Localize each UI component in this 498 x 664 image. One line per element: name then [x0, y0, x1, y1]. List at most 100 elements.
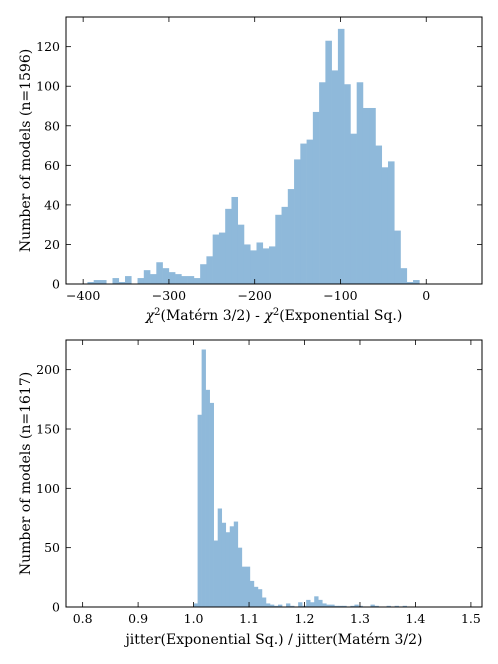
histogram-bar [387, 161, 395, 284]
histogram-bar [275, 214, 282, 284]
histogram-bar [206, 256, 213, 284]
histogram-bar [294, 159, 301, 284]
y-tick-label: 120 [36, 39, 60, 54]
chi2-difference-histogram: −400 −300 −200 −100 0 0 20 40 60 80 100 120 χ2(Matér… [18, 16, 483, 325]
histogram-bar [319, 82, 326, 285]
x-tick-label: 1.1 [239, 611, 259, 626]
histogram-bar [326, 604, 331, 607]
histogram-bar [225, 208, 232, 284]
jitter-ratio-histogram: 0.8 0.9 1.0 1.1 1.2 1.3 1.4 1.5 0 50 100 150 200 jitt… [18, 339, 483, 648]
y-tick-label: 100 [36, 79, 60, 94]
histogram-bar [350, 133, 357, 284]
histogram-bar [241, 566, 247, 607]
histogram-bar [344, 84, 351, 284]
x-axis-label: jitter(Exponential Sq.) / jitter(Matérn … [123, 632, 422, 648]
histogram-bar [318, 599, 323, 607]
y-tick-label: 20 [44, 237, 60, 252]
histogram-bar [93, 280, 101, 284]
y-tick-label: 0 [52, 277, 60, 292]
histogram-bar [310, 602, 315, 607]
histogram-bar [354, 604, 359, 607]
histogram-bar [331, 70, 339, 285]
histogram-bar [257, 589, 263, 607]
histogram-bar [337, 28, 345, 284]
plot-frame [65, 339, 483, 608]
histogram-bar [181, 276, 188, 284]
histogram-bar [205, 389, 210, 607]
histogram-bar [118, 282, 126, 284]
histogram-bar [99, 280, 107, 284]
histogram-bar [162, 268, 170, 284]
plot-frame [65, 16, 483, 285]
histogram-bar [356, 82, 364, 285]
histogram-bar [322, 603, 327, 607]
histogram-bar [386, 605, 391, 607]
histogram-bar [218, 232, 226, 284]
histogram-bar [269, 246, 276, 284]
histogram-bar [381, 167, 389, 284]
histogram-bar [213, 540, 219, 607]
histogram-bar [413, 280, 420, 284]
x-tick-label: −200 [238, 288, 272, 303]
histogram-bar [187, 276, 195, 284]
histogram-bar [312, 111, 320, 284]
histogram-bar [338, 605, 343, 607]
histogram-bar [358, 605, 363, 607]
histogram-bar [229, 526, 235, 607]
histogram-bar [306, 139, 314, 284]
histogram-bar [350, 605, 355, 607]
histogram-bar [375, 145, 383, 284]
y-tick-label: 40 [44, 197, 60, 212]
x-tick-label: 1.3 [350, 611, 370, 626]
y-tick-label: 150 [36, 422, 60, 437]
x-tick-label: 0.9 [128, 611, 148, 626]
histogram-bar [278, 604, 283, 607]
histogram-bar [256, 242, 264, 284]
y-tick-label: 0 [52, 600, 60, 615]
x-tick-label: −300 [152, 288, 186, 303]
histogram-bar [290, 605, 295, 607]
histogram-bar [362, 107, 370, 284]
histogram-bar [212, 234, 220, 284]
histogram-bar [330, 604, 335, 607]
histogram-bar [269, 604, 275, 607]
histogram-bar [249, 580, 255, 607]
histogram-bar [253, 586, 259, 607]
histogram-bar [281, 206, 289, 284]
y-axis-label: Number of models (n=1596) [18, 49, 34, 252]
histogram-bar [325, 40, 332, 284]
y-tick-label: 200 [36, 362, 60, 377]
x-tick-label: −400 [66, 288, 100, 303]
histogram-bar [298, 602, 303, 607]
histogram-bar [306, 599, 311, 607]
histogram-bar [137, 278, 145, 284]
x-tick-label: 1.0 [184, 611, 204, 626]
histogram-bar [265, 603, 271, 607]
histogram-bar [143, 270, 151, 284]
histogram-bar [233, 521, 239, 607]
histogram-bar [175, 274, 182, 284]
x-tick-label: 1.4 [405, 611, 425, 626]
y-tick-label: 80 [44, 118, 60, 133]
histogram-bar [314, 596, 319, 607]
histogram-bar [237, 224, 245, 284]
histogram-bar [300, 143, 307, 284]
y-axis-label: Number of models (n=1617) [18, 372, 34, 575]
histogram-bar [369, 107, 376, 284]
histogram-bar [193, 278, 201, 284]
histogram-bar [342, 605, 347, 607]
histogram-bar [261, 597, 267, 607]
histogram-bar [394, 230, 401, 284]
histogram-bar [402, 605, 408, 607]
histogram-bar [112, 278, 120, 284]
histogram-bar [201, 349, 206, 607]
x-axis-label: χ2(Matérn 3/2) - χ2(Exponential Sq.) [145, 307, 403, 325]
histogram-bar [245, 566, 251, 607]
x-tick-label: −100 [323, 288, 357, 303]
histogram-bar [225, 532, 231, 607]
histogram-bar [168, 272, 176, 284]
x-tick-label: 1.2 [295, 611, 315, 626]
histogram-bar [231, 196, 239, 284]
histogram-bar [262, 248, 270, 284]
